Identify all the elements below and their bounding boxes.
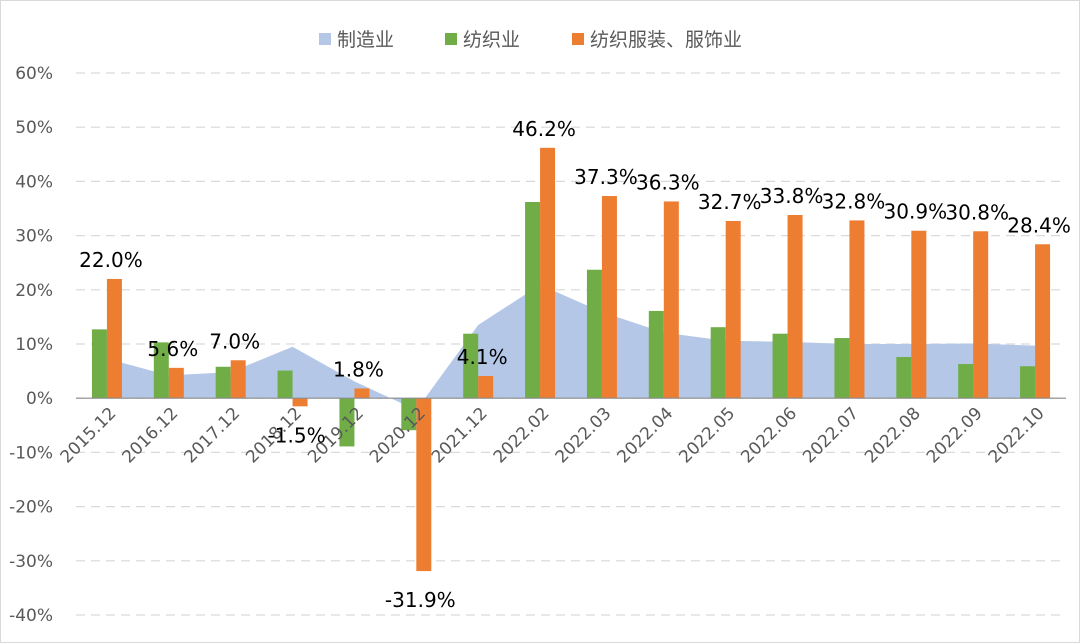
- y-tick-label: -30%: [9, 552, 53, 572]
- x-tick-label: 2022.03: [552, 404, 616, 468]
- label-layer: 22.0% 5.6% 7.0% -1.5% 1.8% -31.9% 4.1% 46.2% 37.…: [79, 117, 1071, 612]
- y-tick-label: 60%: [15, 64, 53, 84]
- bar-textile: [401, 398, 417, 431]
- bar-textile: [710, 327, 726, 399]
- data-label: 46.2%: [512, 117, 576, 141]
- bar-apparel: [168, 367, 184, 399]
- bar-apparel: [787, 215, 803, 399]
- bar-textile: [153, 342, 169, 399]
- bar-apparel: [540, 147, 556, 399]
- bar-apparel: [354, 388, 370, 399]
- data-label: 32.8%: [822, 189, 886, 213]
- bar-textile: [896, 357, 912, 399]
- bar-textile: [958, 364, 974, 399]
- data-label: 37.3%: [574, 165, 638, 189]
- legend-swatch: [445, 33, 457, 45]
- y-tick-label: -40%: [9, 606, 53, 626]
- bar-textile: [834, 338, 850, 399]
- x-tick-label: 2021.12: [428, 404, 492, 468]
- data-label: 22.0%: [79, 248, 143, 272]
- data-label: 30.9%: [884, 200, 948, 224]
- bar-apparel: [663, 201, 679, 399]
- data-label: 30.8%: [945, 200, 1009, 224]
- data-label: 1.8%: [333, 357, 384, 381]
- x-tick-label: 2022.10: [985, 404, 1049, 468]
- bar-textile: [648, 310, 664, 399]
- bar-textile: [772, 333, 788, 399]
- x-tick-label: 2022.02: [490, 404, 554, 468]
- bar-textile: [277, 370, 293, 399]
- x-tick-label: 2017.12: [180, 404, 244, 468]
- x-tick-label: 2022.08: [861, 404, 925, 468]
- x-tick-label: 2015.12: [57, 404, 121, 468]
- bar-apparel: [478, 375, 494, 399]
- data-label: 7.0%: [209, 329, 260, 353]
- bar-apparel: [230, 360, 246, 399]
- y-tick-label: 50%: [15, 118, 53, 138]
- legend-item: 纺织业: [445, 29, 520, 51]
- legend-item: 纺织服装、服饰业: [572, 29, 742, 51]
- bar-textile: [339, 398, 355, 447]
- bar-apparel: [911, 230, 927, 399]
- data-label: -31.9%: [385, 588, 456, 612]
- area-layer: [106, 284, 1036, 411]
- bar-apparel: [849, 220, 865, 399]
- x-tick-label: 2022.06: [737, 404, 801, 468]
- data-label: 4.1%: [457, 345, 508, 369]
- legend-label: 纺织业: [463, 29, 520, 51]
- y-tick-label: 30%: [15, 227, 53, 247]
- y-tick-label: 0%: [26, 389, 53, 409]
- data-label: 32.7%: [698, 190, 762, 214]
- bar-textile: [91, 329, 107, 399]
- legend-label: 制造业: [337, 29, 394, 51]
- data-label: 33.8%: [760, 184, 824, 208]
- bar-apparel: [601, 196, 617, 399]
- data-label: 36.3%: [636, 170, 700, 194]
- y-tick-label: 20%: [15, 281, 53, 301]
- data-label: -1.5%: [268, 423, 326, 447]
- x-tick-label: 2022.05: [675, 404, 739, 468]
- bar-apparel: [416, 398, 432, 572]
- x-tick-label: 2022.07: [799, 404, 863, 468]
- data-label: 28.4%: [1007, 213, 1071, 237]
- bar-textile: [463, 333, 479, 399]
- data-label: 5.6%: [147, 337, 198, 361]
- bar-layer: [91, 147, 1051, 572]
- x-tick-label: 2022.09: [923, 404, 987, 468]
- y-tick-label: 10%: [15, 335, 53, 355]
- y-tick-label: -10%: [9, 443, 53, 463]
- bar-textile: [215, 366, 231, 399]
- bar-apparel: [1035, 244, 1051, 399]
- bar-apparel: [725, 220, 741, 399]
- bar-textile: [586, 269, 602, 399]
- x-tick-label: 2022.04: [613, 404, 677, 468]
- bar-apparel: [106, 278, 122, 399]
- area-manufacturing: [106, 284, 1036, 411]
- y-tick-label: -20%: [9, 498, 53, 518]
- legend: 制造业 纺织业 纺织服装、服饰业: [319, 29, 742, 51]
- bar-apparel: [973, 231, 989, 399]
- legend-label: 纺织服装、服饰业: [590, 29, 742, 51]
- legend-item: 制造业: [319, 29, 394, 51]
- bar-apparel: [292, 398, 308, 407]
- bar-textile: [1020, 366, 1036, 399]
- x-tick-label: 2016.12: [118, 404, 182, 468]
- legend-swatch: [572, 33, 584, 45]
- bar-textile: [525, 201, 541, 399]
- legend-swatch: [319, 33, 331, 45]
- y-tick-label: 40%: [15, 172, 53, 192]
